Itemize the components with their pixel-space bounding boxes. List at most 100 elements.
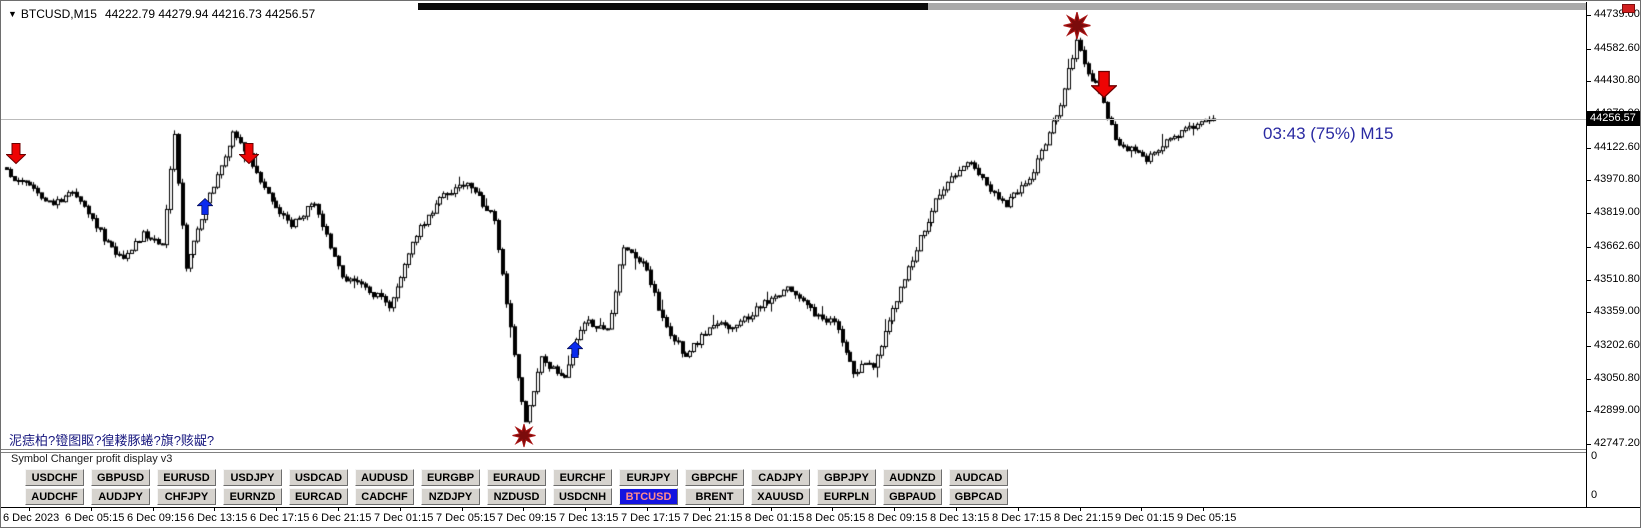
symbol-button-audcad[interactable]: AUDCAD (949, 469, 1008, 486)
subwindow-scale-zero-1: 0 (1591, 450, 1598, 462)
time-axis-label: 6 Dec 21:15 (312, 512, 372, 524)
time-axis-tick (91, 508, 92, 511)
time-axis-tick (832, 508, 833, 511)
price-axis-label: 42899.00 (1594, 404, 1640, 416)
time-axis-label: 8 Dec 05:15 (806, 512, 866, 524)
price-axis-tick (1586, 49, 1591, 50)
symbol-button-usdcnh[interactable]: USDCNH (553, 488, 612, 505)
time-axis-tick (1141, 508, 1142, 511)
time-axis-label: 6 Dec 2023 (3, 512, 60, 524)
symbol-buttons-row-1: USDCHF GBPUSD EURUSD USDJPY USDCAD AUDUSD EURG… (25, 469, 1008, 486)
symbol-button-cadchf[interactable]: CADCHF (355, 488, 414, 505)
symbol-button-usdcad[interactable]: USDCAD (289, 469, 348, 486)
time-axis-label: 8 Dec 01:15 (745, 512, 805, 524)
symbol-button-euraud[interactable]: EURAUD (487, 469, 546, 486)
price-axis-tick (1586, 379, 1591, 380)
symbol-button-eurchf[interactable]: EURCHF (553, 469, 612, 486)
time-axis-label: 9 Dec 05:15 (1177, 512, 1237, 524)
symbol-button-eurnzd[interactable]: EURNZD (223, 488, 282, 505)
symbol-button-audusd[interactable]: AUDUSD (355, 469, 414, 486)
price-axis-tick (1586, 15, 1591, 16)
time-axis-tick (585, 508, 586, 511)
timer-indicator-text: 03:43 (75%) M15 (1263, 124, 1394, 143)
chart-title: ▼ BTCUSD,M15 44222.79 44279.94 44216.73 44… (8, 7, 315, 21)
symbol-button-btcusd[interactable]: BTCUSD (619, 488, 678, 505)
price-axis-label: 43510.80 (1594, 273, 1640, 285)
subwindow-scale-zero-2: 0 (1591, 489, 1598, 501)
symbol-button-brent[interactable]: BRENT (685, 488, 744, 505)
symbol-button-xauusd[interactable]: XAUUSD (751, 488, 810, 505)
time-axis-label: 7 Dec 01:15 (374, 512, 434, 524)
symbol-button-usdchf[interactable]: USDCHF (25, 469, 84, 486)
symbol-button-eurjpy[interactable]: EURJPY (619, 469, 678, 486)
time-axis-tick (1080, 508, 1081, 511)
price-axis-tick (1586, 180, 1591, 181)
time-axis-separator (1, 507, 1640, 508)
symbol-buttons-row-2: AUDCHF AUDJPY CHFJPY EURNZD EURCAD CADCHF NZDJ… (25, 488, 1008, 505)
symbol-button-eurgbp[interactable]: EURGBP (421, 469, 480, 486)
symbol-button-audnzd[interactable]: AUDNZD (883, 469, 942, 486)
symbol-button-gbpjpy[interactable]: GBPJPY (817, 469, 876, 486)
time-axis-label: 8 Dec 13:15 (930, 512, 990, 524)
symbol-button-eurcad[interactable]: EURCAD (289, 488, 348, 505)
time-axis-label: 7 Dec 21:15 (683, 512, 743, 524)
symbol-button-gbpcad[interactable]: GBPCAD (949, 488, 1008, 505)
price-axis-separator (1586, 2, 1587, 508)
time-axis-tick (1203, 508, 1204, 511)
time-axis-label: 7 Dec 05:15 (436, 512, 496, 524)
corner-icon[interactable] (1622, 4, 1635, 13)
subwindow-title: Symbol Changer profit display v3 (11, 453, 173, 465)
price-axis-label: 42747.20 (1594, 437, 1640, 449)
time-axis-label: 6 Dec 13:15 (188, 512, 248, 524)
current-price-value: 44256.57 (1590, 112, 1636, 124)
time-axis-label: 6 Dec 09:15 (127, 512, 187, 524)
time-axis-tick (338, 508, 339, 511)
time-axis-label: 7 Dec 17:15 (621, 512, 681, 524)
time-axis-tick (647, 508, 648, 511)
symbol-button-gbpusd[interactable]: GBPUSD (91, 469, 150, 486)
symbol-button-eurusd[interactable]: EURUSD (157, 469, 216, 486)
time-axis-tick (153, 508, 154, 511)
price-axis-tick (1586, 280, 1591, 281)
symbol-button-nzdusd[interactable]: NZDUSD (487, 488, 546, 505)
time-axis-tick (771, 508, 772, 511)
price-axis-label: 43662.60 (1594, 240, 1640, 252)
symbol-button-nzdjpy[interactable]: NZDJPY (421, 488, 480, 505)
price-axis-tick (1586, 247, 1591, 248)
time-axis-label: 8 Dec 17:15 (992, 512, 1052, 524)
symbol-button-eurpln[interactable]: EURPLN (817, 488, 876, 505)
time-axis-tick (1018, 508, 1019, 511)
price-axis-label: 44582.60 (1594, 42, 1640, 54)
time-axis-tick (462, 508, 463, 511)
price-axis-tick (1586, 444, 1591, 445)
chart-symbol-timeframe: BTCUSD,M15 (20, 7, 97, 21)
symbol-button-audjpy[interactable]: AUDJPY (91, 488, 150, 505)
symbol-button-cadjpy[interactable]: CADJPY (751, 469, 810, 486)
price-axis-label: 43050.80 (1594, 372, 1640, 384)
subwindow-splitter-line[interactable] (1, 452, 1586, 453)
time-axis-tick (956, 508, 957, 511)
time-axis-label: 7 Dec 13:15 (559, 512, 619, 524)
symbol-button-gbpchf[interactable]: GBPCHF (685, 469, 744, 486)
time-axis-tick (276, 508, 277, 511)
collapse-triangle-icon[interactable]: ▼ (8, 9, 17, 19)
price-axis-tick (1586, 148, 1591, 149)
time-axis-tick (400, 508, 401, 511)
symbol-button-gbpaud[interactable]: GBPAUD (883, 488, 942, 505)
symbol-button-usdjpy[interactable]: USDJPY (223, 469, 282, 486)
price-axis-tick (1586, 81, 1591, 82)
current-price-line (1, 119, 1586, 120)
price-axis-tick (1586, 213, 1591, 214)
time-axis-tick (894, 508, 895, 511)
symbol-button-chfjpy[interactable]: CHFJPY (157, 488, 216, 505)
time-axis-label: 9 Dec 01:15 (1115, 512, 1175, 524)
price-chart-canvas[interactable] (1, 1, 1586, 451)
time-axis-tick (523, 508, 524, 511)
price-axis-label: 43359.00 (1594, 305, 1640, 317)
symbol-button-audchf[interactable]: AUDCHF (25, 488, 84, 505)
subwindow-splitter-line[interactable] (1, 449, 1586, 450)
time-axis[interactable]: 6 Dec 2023 6 Dec 05:15 6 Dec 09:15 6 Dec 13… (1, 507, 1640, 527)
time-axis-label: 8 Dec 21:15 (1054, 512, 1114, 524)
price-axis-label: 43202.60 (1594, 339, 1640, 351)
